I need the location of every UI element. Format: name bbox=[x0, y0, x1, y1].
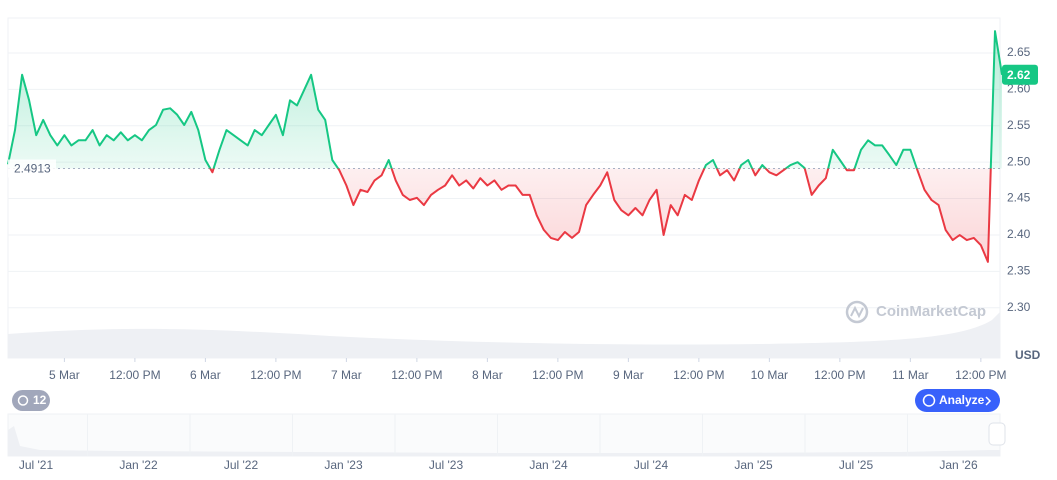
y-unit: USD bbox=[1015, 348, 1041, 362]
x-tick-label: 5 Mar bbox=[49, 368, 80, 382]
y-tick-label: 2.30 bbox=[1007, 300, 1031, 314]
x-tick-label: 9 Mar bbox=[613, 368, 644, 382]
volume-area bbox=[8, 312, 1000, 358]
x-tick-label: 10 Mar bbox=[751, 368, 788, 382]
axes: 2.30 2.35 2.40 2.45 2.50 2.55 2.60 2.65 5 Mar 12:… bbox=[49, 45, 1038, 382]
area-fill bbox=[8, 31, 1002, 262]
baseline-label-bg bbox=[8, 159, 56, 178]
price-line bbox=[7, 30, 1003, 263]
navigator[interactable] bbox=[7, 413, 1006, 457]
watermark: CoinMarketCap bbox=[845, 300, 986, 324]
navigator-label: Jul '25 bbox=[839, 458, 874, 472]
badge-bg bbox=[12, 390, 50, 411]
y-tick-label: 2.65 bbox=[1007, 45, 1031, 59]
y-tick-label: 2.35 bbox=[1007, 264, 1031, 278]
watermark-text: CoinMarketCap bbox=[876, 303, 986, 320]
x-tick-label: 12:00 PM bbox=[109, 368, 160, 382]
x-tick-label: 12:00 PM bbox=[391, 368, 442, 382]
area: 2.4913 bbox=[7, 30, 1003, 263]
navigator-label: Jul '22 bbox=[224, 458, 259, 472]
x-tick-label: 12:00 PM bbox=[532, 368, 583, 382]
x-tick-label: 12:00 PM bbox=[814, 368, 865, 382]
x-tick-label: 6 Mar bbox=[190, 368, 221, 382]
x-tick-label: 12:00 PM bbox=[250, 368, 301, 382]
analyze-button[interactable]: Analyze bbox=[915, 389, 1000, 412]
x-tick-label: 7 Mar bbox=[331, 368, 362, 382]
x-tick-label: 8 Mar bbox=[472, 368, 503, 382]
navigator-label: Jan '24 bbox=[529, 458, 568, 472]
navigator-label: Jan '22 bbox=[119, 458, 158, 472]
navigator-area bbox=[8, 426, 1000, 456]
navigator-label: Jan '25 bbox=[734, 458, 773, 472]
y-tick-label: 2.50 bbox=[1007, 154, 1031, 168]
y-tick-label: 2.60 bbox=[1007, 82, 1031, 96]
x-tick-label: 12:00 PM bbox=[955, 368, 1006, 382]
x-tick-label: 12:00 PM bbox=[673, 368, 724, 382]
y-tick-label: 2.45 bbox=[1007, 191, 1031, 205]
navigator-label: Jul '24 bbox=[634, 458, 669, 472]
navigator-label: Jan '23 bbox=[324, 458, 363, 472]
current-price-label: 2.62 bbox=[1007, 68, 1031, 82]
button-bg bbox=[915, 389, 1000, 412]
y-tick-label: 2.40 bbox=[1007, 227, 1031, 241]
x-tick-label: 11 Mar bbox=[892, 368, 928, 382]
y-tick-label: 2.55 bbox=[1007, 118, 1031, 132]
baseline-label: 2.4913 bbox=[14, 162, 51, 176]
navigator-label: Jul '21 bbox=[19, 458, 54, 472]
navigator-handle[interactable] bbox=[988, 422, 1006, 446]
badge-text: 12 bbox=[33, 393, 47, 407]
navigator-label: Jul '23 bbox=[429, 458, 464, 472]
button-text: Analyze bbox=[939, 393, 985, 407]
current-price-bg bbox=[1002, 64, 1038, 85]
navigator-label: Jan '26 bbox=[939, 458, 978, 472]
navigator-labels: Jul '21 Jan '22 Jul '22 Jan '23 Jul '23 Jan '… bbox=[19, 414, 978, 472]
navigator-frame bbox=[7, 413, 1001, 457]
history-badge[interactable]: 12 bbox=[12, 390, 50, 411]
